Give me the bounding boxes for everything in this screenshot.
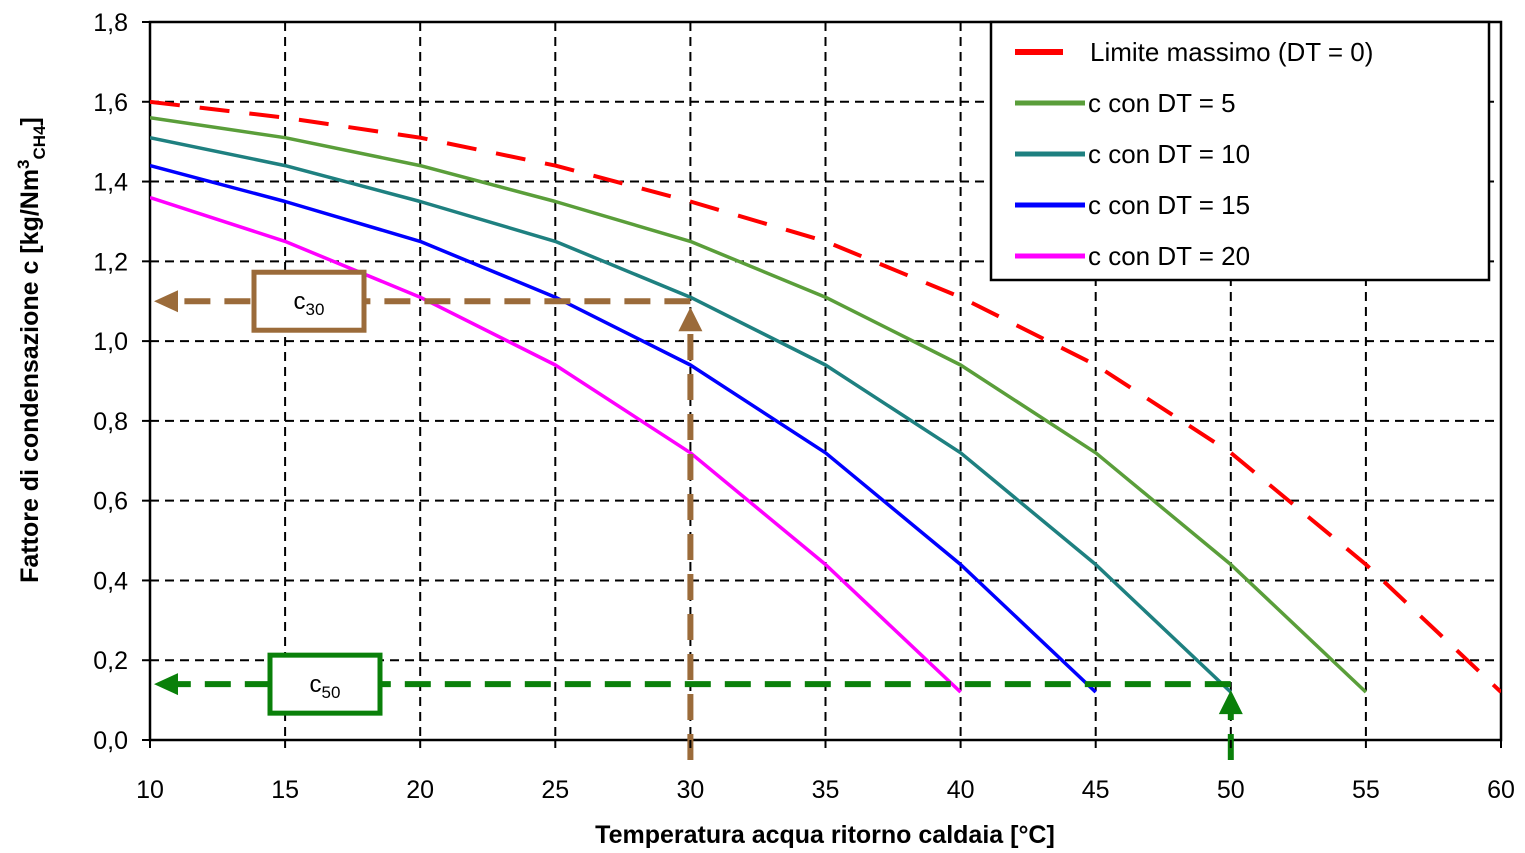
- x-tick-label: 45: [1082, 776, 1110, 804]
- annotation-label-sub: 30: [306, 300, 325, 319]
- annotation-c30: c30: [154, 269, 703, 760]
- y-tick-label: 1,2: [93, 248, 128, 276]
- y-axis-label-end: ]: [16, 117, 44, 125]
- annotation-label-main: c: [294, 288, 306, 315]
- x-axis-label: Temperatura acqua ritorno caldaia [°C]: [595, 821, 1055, 849]
- y-tick-label: 0,8: [93, 408, 128, 436]
- x-tick-label: 40: [947, 776, 975, 804]
- legend-entry: c con DT = 10: [1015, 139, 1250, 169]
- series-line: [150, 195, 962, 694]
- annotation-arrow-left: [154, 673, 178, 696]
- legend-label: c con DT = 15: [1088, 190, 1250, 220]
- y-tick-label: 1,4: [93, 169, 128, 197]
- annotation-arrow-left: [154, 290, 178, 313]
- series-line: [150, 163, 1097, 694]
- y-axis-label-main: Fattore di condensazione c [kg/Nm: [16, 169, 44, 583]
- x-tick-label: 50: [1217, 776, 1245, 804]
- x-tick-label: 60: [1487, 776, 1515, 804]
- y-axis-label: Fattore di condensazione c [kg/Nm3CH4]: [14, 117, 49, 583]
- y-tick-label: 0,4: [93, 567, 128, 595]
- annotation-c50: c50: [154, 652, 1243, 760]
- legend: Limite massimo (DT = 0) c con DT = 5 c con…: [989, 20, 1491, 282]
- y-tick-label: 1,0: [93, 328, 128, 356]
- x-tick-label: 15: [271, 776, 299, 804]
- annotation-arrow-up: [1218, 690, 1243, 715]
- legend-entry: c con DT = 5: [1015, 88, 1236, 118]
- legend-label: Limite massimo (DT = 0): [1090, 37, 1373, 67]
- y-axis-label-sub: CH4: [30, 125, 49, 160]
- y-tick-label: 1,6: [93, 89, 128, 117]
- x-tick-label: 25: [541, 776, 569, 804]
- legend-label: c con DT = 20: [1088, 241, 1250, 271]
- y-tick-label: 0,6: [93, 488, 128, 516]
- annotation-label-box: [267, 652, 383, 716]
- x-tick-label: 30: [676, 776, 704, 804]
- series-line: [150, 115, 1368, 694]
- series-line: [150, 135, 1233, 694]
- annotation-label-sub: 50: [322, 683, 341, 702]
- y-tick-label: 0,2: [93, 647, 128, 675]
- annotation-arrow-up: [678, 307, 703, 332]
- x-tick-label: 55: [1352, 776, 1380, 804]
- tick-labels: 10 15 20 25 30 35 40 45 50 55 60 0,0 0,2 0,4 0,6 0,8 1,0…: [93, 9, 1515, 804]
- legend-entry: c con DT = 20: [1015, 241, 1250, 271]
- annotation-label: c30: [294, 288, 325, 319]
- legend-label: c con DT = 5: [1088, 88, 1236, 118]
- x-tick-label: 10: [136, 776, 164, 804]
- legend-entry: Limite massimo (DT = 0): [1015, 37, 1373, 67]
- y-tick-label: 0,0: [93, 727, 128, 755]
- legend-box: [989, 20, 1491, 282]
- annotation-label-box: [251, 269, 367, 333]
- x-tick-label: 35: [812, 776, 840, 804]
- annotation-label: c50: [310, 671, 341, 702]
- y-axis-label-sup: 3: [14, 159, 33, 168]
- legend-entry: c con DT = 15: [1015, 190, 1250, 220]
- y-tick-label: 1,8: [93, 9, 128, 37]
- series-line: [150, 99, 1501, 694]
- x-tick-label: 20: [406, 776, 434, 804]
- annotation-label-main: c: [310, 671, 322, 698]
- series-layer: [150, 99, 1501, 694]
- legend-label: c con DT = 10: [1088, 139, 1250, 169]
